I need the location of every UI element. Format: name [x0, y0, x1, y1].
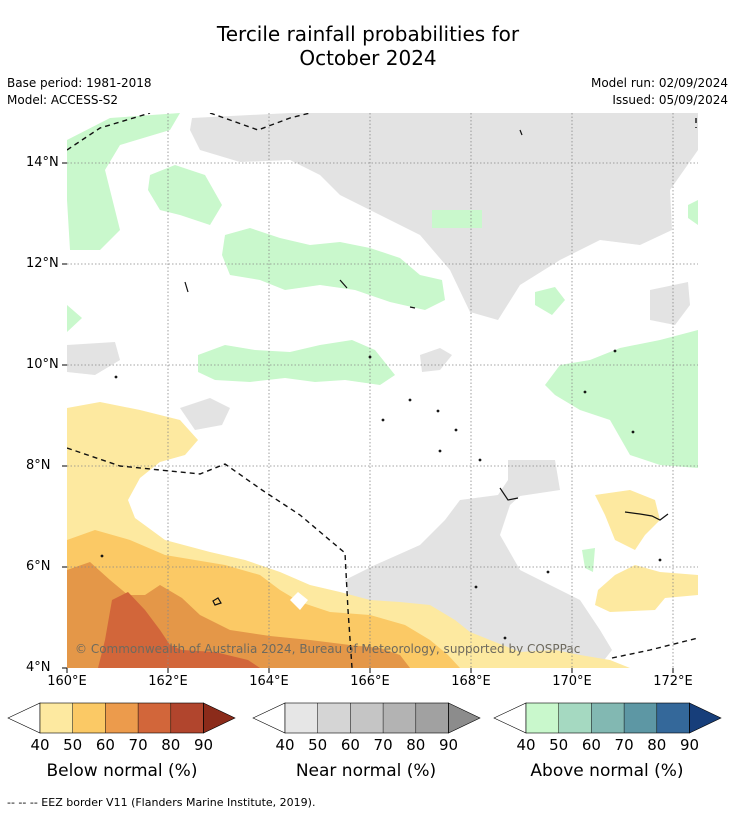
copyright-text: © Commonwealth of Australia 2024, Bureau… [75, 642, 580, 656]
legend-near-title: Near normal (%) [295, 761, 437, 781]
gridlines [67, 113, 698, 668]
legend-above-tick-50: 50 [549, 736, 569, 754]
lat-label-10n: 10°N [26, 357, 59, 372]
title-line-2: October 2024 [299, 46, 437, 70]
legend-below-tick-90: 90 [193, 736, 214, 754]
above-normal-region-east [545, 330, 698, 468]
model-run: Model run: 02/09/2024 [590, 76, 728, 90]
legend-above-title: Above normal (%) [530, 761, 684, 781]
lon-label-172e: 172°E [653, 674, 693, 689]
legend-above-tick-40: 40 [516, 736, 536, 754]
lon-label-168e: 168°E [451, 674, 491, 689]
lat-label-6n: 6°N [26, 559, 51, 574]
legend-above-normal [493, 702, 722, 734]
legend-below-tick-70: 70 [128, 736, 148, 754]
above-normal-region-small2 [582, 548, 595, 572]
above-normal-region-nw2 [148, 165, 222, 225]
legend-above-tick-70: 70 [614, 736, 634, 754]
legend-below-tick-40: 40 [30, 736, 50, 754]
below-normal-40-region-east [595, 490, 660, 550]
legend-near-tick-40: 40 [275, 736, 295, 754]
near-normal-region-small [420, 348, 452, 372]
legend-near-tick-70: 70 [373, 736, 393, 754]
eez-borders [67, 113, 698, 668]
meta-right: Model run: 02/09/2024 Issued: 05/09/2024 [591, 75, 728, 109]
below-normal-40-region-se [595, 565, 698, 612]
lon-label-164e: 164°E [249, 674, 289, 689]
map-title: Tercile rainfall probabilities for Octob… [0, 22, 736, 70]
lon-label-166e: 166°E [350, 674, 390, 689]
base-period: Base period: 1981-2018 [7, 76, 152, 90]
legend-below-tick-50: 50 [63, 736, 83, 754]
title-line-1: Tercile rainfall probabilities for [216, 22, 520, 46]
above-normal-region-nw [67, 113, 180, 250]
legend-near-tick-90: 90 [438, 736, 459, 754]
lat-label-14n: 14°N [26, 155, 59, 170]
lon-label-170e: 170°E [552, 674, 592, 689]
below-normal-70-region [98, 592, 260, 668]
below-normal-40-pocket [290, 592, 308, 610]
above-normal-region-small1 [535, 287, 565, 315]
legend-below-title: Below normal (%) [46, 761, 198, 781]
above-normal-region-box [432, 210, 482, 228]
axis-ticks [62, 162, 674, 673]
above-normal-region-c1 [222, 228, 445, 310]
legend-near-tick-60: 60 [340, 736, 360, 754]
near-normal-region-mid [180, 398, 230, 430]
legend-below-normal [7, 702, 236, 734]
map-plot-area [67, 113, 698, 668]
lon-label-160e: 160°E [47, 674, 87, 689]
above-normal-region-east-edge [688, 200, 698, 225]
lat-label-8n: 8°N [26, 458, 51, 473]
meta-left: Base period: 1981-2018 Model: ACCESS-S2 [7, 75, 152, 109]
lat-label-12n: 12°N [26, 256, 59, 271]
model-name: Model: ACCESS-S2 [7, 93, 119, 107]
legend-below-tick-60: 60 [95, 736, 115, 754]
lat-label-4n: 4°N [26, 660, 51, 675]
above-normal-region-west-edge [67, 305, 82, 332]
eez-footnote: -- -- -- EEZ border V11 (Flanders Marine… [7, 796, 316, 809]
issued-date: Issued: 05/09/2024 [612, 93, 728, 107]
legend-above-tick-90: 90 [679, 736, 700, 754]
legend-near-normal [252, 702, 481, 734]
legend-above-tick-60: 60 [581, 736, 601, 754]
near-normal-region-east [650, 282, 690, 325]
near-normal-region-west [67, 342, 120, 375]
legend-below-tick-80: 80 [161, 736, 181, 754]
legend-above-tick-80: 80 [647, 736, 667, 754]
legend-near-tick-50: 50 [308, 736, 328, 754]
island-outlines [100, 129, 669, 640]
above-normal-region-c2 [198, 340, 395, 385]
lon-label-162e: 162°E [148, 674, 188, 689]
legend-near-tick-80: 80 [406, 736, 426, 754]
